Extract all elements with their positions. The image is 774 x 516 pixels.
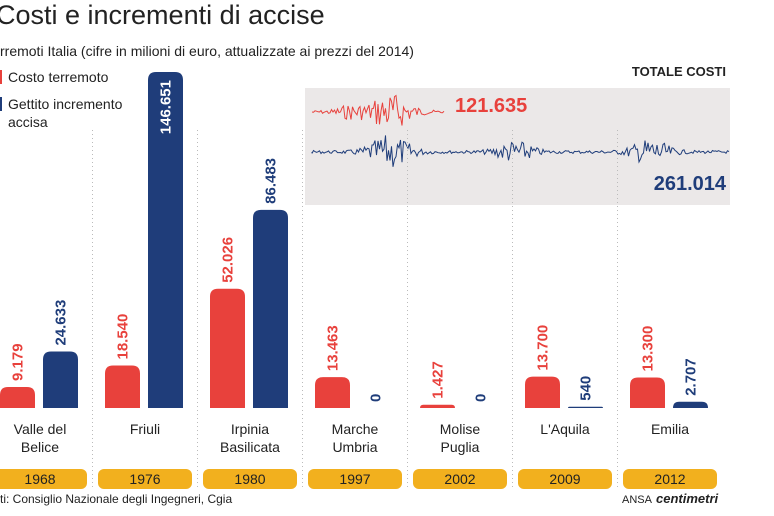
credit: ANSA: [622, 494, 653, 506]
total-value: 121.635: [455, 95, 527, 117]
year-label: 2009: [518, 469, 612, 489]
value-label: 0: [473, 394, 490, 402]
waveform: [311, 94, 445, 126]
year-label: 1976: [98, 469, 192, 489]
year-label: 2002: [413, 469, 507, 489]
bar: [43, 351, 78, 408]
value-label: 9.179: [10, 343, 27, 381]
bar: [105, 365, 140, 408]
value-label: 24.633: [53, 300, 70, 346]
total-value: 261.014: [654, 173, 727, 195]
legend-label: Gettito incremento accisa: [8, 96, 123, 130]
legend-swatch: [0, 70, 2, 84]
legend-entry: Gettito incremento accisa: [0, 95, 138, 131]
bar: [630, 377, 665, 408]
category-label: Marche Umbria: [331, 421, 379, 455]
bar: [148, 72, 183, 408]
value-label: 13.463: [325, 325, 342, 371]
totals-title: TOTALE COSTI: [632, 64, 726, 79]
category-label: Valle del Belice: [13, 421, 67, 455]
bar: [673, 401, 708, 408]
value-label: 13.300: [640, 326, 657, 372]
year-label: 1997: [308, 469, 402, 489]
category-label: Irpinia Basilicata: [220, 421, 280, 455]
bar: [253, 209, 288, 408]
chart-title: Costi e incrementi di accise: [0, 0, 325, 30]
category-label: Friuli: [129, 421, 161, 437]
category-label: Molise Puglia: [439, 421, 481, 455]
category-label: L'Aquila: [540, 421, 590, 437]
year-label: 1968: [0, 469, 87, 489]
brand: centimetri: [656, 491, 719, 506]
value-label: 13.700: [535, 325, 552, 371]
value-label: 18.540: [115, 314, 132, 360]
year-label: 2012: [623, 469, 717, 489]
value-label: 1.427: [430, 361, 447, 399]
legend-entry: Costo terremoto: [0, 68, 138, 86]
value-label: 2.707: [683, 358, 700, 396]
bar: [525, 376, 560, 408]
bar: [315, 377, 350, 408]
value-label: 146.651: [158, 80, 175, 134]
value-label: 0: [368, 394, 385, 402]
bar: [210, 288, 245, 408]
bar: [420, 404, 455, 408]
category-label: Emilia: [650, 421, 690, 437]
year-label: 1980: [203, 469, 297, 489]
chart-subtitle: rremoti Italia (cifre in milioni di euro…: [0, 43, 414, 59]
waveform: [311, 135, 730, 167]
bar: [0, 386, 35, 408]
source: ti: Consiglio Nazionale degli Ingegneri,…: [0, 492, 232, 506]
legend-swatch: [0, 97, 2, 111]
legend-label: Costo terremoto: [8, 69, 109, 85]
value-label: 540: [578, 376, 595, 401]
bar: [568, 406, 603, 408]
value-label: 52.026: [220, 237, 237, 283]
value-label: 86.483: [263, 158, 280, 204]
